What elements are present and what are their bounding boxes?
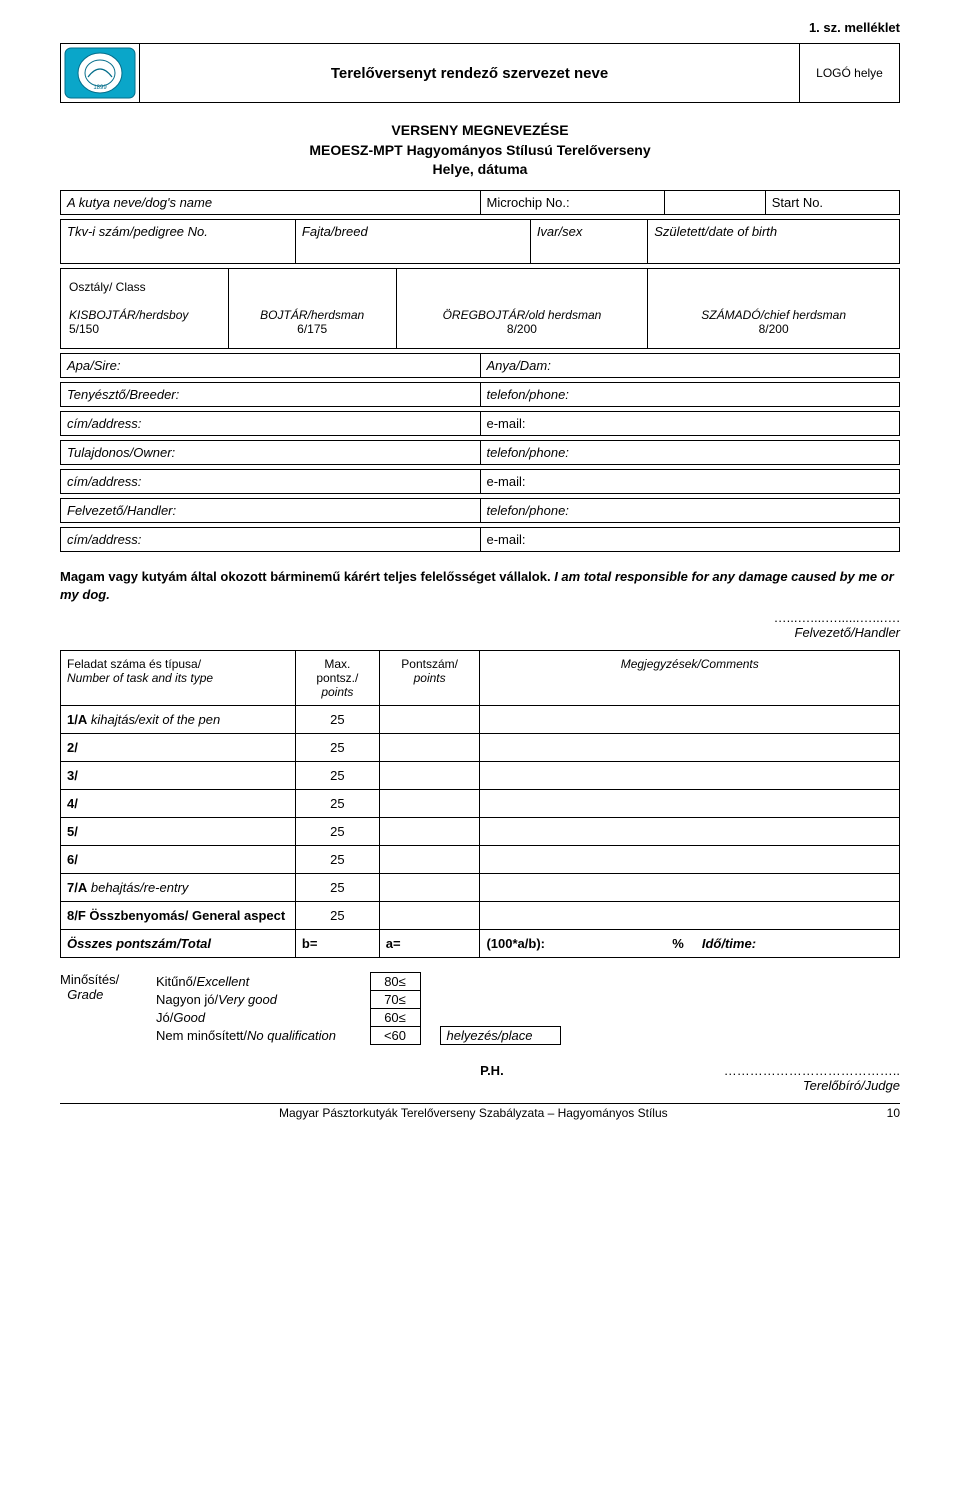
th-max-a: Max. xyxy=(324,657,350,671)
dob-label: Született/date of birth xyxy=(654,224,777,239)
table-row: 1/A kihajtás/exit of the pen25 xyxy=(61,706,900,734)
grade-table: Kitűnő/Excellent80≤Nagyon jó/Very good70… xyxy=(150,972,561,1045)
total-row: Összes pontszám/Total b= a= (100*a/b): %… xyxy=(61,930,900,958)
table-row: 4/ 25 xyxy=(61,790,900,818)
total-label: Összes pontszám/Total xyxy=(67,936,211,951)
judge-label: Terelőbíró/Judge xyxy=(803,1078,900,1093)
microchip-label: Microchip No.: xyxy=(480,190,665,214)
handler-label: Felvezető/Handler: xyxy=(61,498,481,522)
handler-row: Felvezető/Handler:telefon/phone: xyxy=(60,498,900,523)
owner-addr-row: cím/address:e-mail: xyxy=(60,469,900,494)
header-bar: 1899 Terelőversenyt rendező szervezet ne… xyxy=(60,43,900,103)
dog-row: A kutya neve/dog's name Microchip No.: S… xyxy=(60,190,900,215)
table-row: 3/ 25 xyxy=(61,762,900,790)
grade-label1: Minősítés/ xyxy=(60,972,119,987)
sex-label: Ivar/sex xyxy=(537,224,583,239)
judge-dots: ………………………………….. xyxy=(724,1063,900,1078)
sire-label: Apa/Sire: xyxy=(61,353,481,377)
class-c3b: 8/200 xyxy=(507,322,537,336)
page-number: 10 xyxy=(887,1106,900,1120)
breed-row: Tkv-i szám/pedigree No. Fajta/breed Ivar… xyxy=(60,219,900,264)
grade-row: Kitűnő/Excellent80≤ xyxy=(150,973,560,991)
breeder-addr: cím/address: xyxy=(61,411,481,435)
grade-row: Nem minősített/No qualification<60helyez… xyxy=(150,1027,560,1045)
total-b: b= xyxy=(295,930,379,958)
class-c1a: KISBOJTÁR/herdsboy xyxy=(69,308,188,322)
sig-handler-label: Felvezető/Handler xyxy=(795,625,901,640)
ph-label: P.H. xyxy=(260,1063,724,1093)
owner-email: e-mail: xyxy=(480,469,900,493)
handler-phone: telefon/phone: xyxy=(480,498,900,522)
footer-row: P.H. ………………………………….. Terelőbíró/Judge xyxy=(60,1063,900,1093)
grade-block: Minősítés/ Grade Kitűnő/Excellent80≤Nagy… xyxy=(60,972,900,1045)
heading-l3: Helye, dátuma xyxy=(60,160,900,180)
total-pct: % xyxy=(672,936,684,951)
table-row: 2/ 25 xyxy=(61,734,900,762)
table-row: 7/A behajtás/re-entry25 xyxy=(61,874,900,902)
heading-l1: VERSENY MEGNEVEZÉSE xyxy=(60,121,900,141)
handler-addr: cím/address: xyxy=(61,527,481,551)
svg-text:1899: 1899 xyxy=(93,85,107,91)
tasks-table: Feladat száma és típusa/ Number of task … xyxy=(60,650,900,958)
th-pts-b: points xyxy=(414,671,446,685)
dog-name-label: A kutya neve/dog's name xyxy=(67,195,212,210)
owner-addr: cím/address: xyxy=(61,469,481,493)
startno-label: Start No. xyxy=(765,190,899,214)
pedigree-label: Tkv-i szám/pedigree No. xyxy=(67,224,208,239)
attachment-label: 1. sz. melléklet xyxy=(60,20,900,35)
grade-row: Jó/Good60≤ xyxy=(150,1009,560,1027)
breeder-email: e-mail: xyxy=(480,411,900,435)
page-footer: Magyar Pásztorkutyák Terelőverseny Szabá… xyxy=(60,1103,900,1120)
th-max-c: points xyxy=(321,685,353,699)
breeder-addr-row: cím/address:e-mail: xyxy=(60,411,900,436)
breeder-phone: telefon/phone: xyxy=(480,382,900,406)
breed-label: Fajta/breed xyxy=(302,224,368,239)
sig-dots: …...…....…......…...…. xyxy=(774,610,900,625)
class-c1b: 5/150 xyxy=(69,322,99,336)
table-row: 6/ 25 xyxy=(61,846,900,874)
class-c3a: ÖREGBOJTÁR/old herdsman xyxy=(443,308,602,322)
dam-label: Anya/Dam: xyxy=(480,353,900,377)
statement-bold: Magam vagy kutyám által okozott bárminem… xyxy=(60,569,551,584)
table-row: 5/ 25 xyxy=(61,818,900,846)
th-task-a: Feladat száma és típusa/ xyxy=(67,657,201,671)
main-heading: VERSENY MEGNEVEZÉSE MEOESZ-MPT Hagyomány… xyxy=(60,121,900,180)
class-c2b: 6/175 xyxy=(297,322,327,336)
org-title: Terelőversenyt rendező szervezet neve xyxy=(140,43,800,103)
responsibility-statement: Magam vagy kutyám által okozott bárminem… xyxy=(60,568,900,604)
owner-row: Tulajdonos/Owner:telefon/phone: xyxy=(60,440,900,465)
th-comments: Megjegyzések/Comments xyxy=(621,657,759,671)
owner-label: Tulajdonos/Owner: xyxy=(61,440,481,464)
th-pts-a: Pontszám/ xyxy=(401,657,458,671)
grade-label2: Grade xyxy=(67,987,103,1002)
logo-right-placeholder: LOGÓ helye xyxy=(800,43,900,103)
class-label: Osztály/ Class xyxy=(69,280,146,294)
class-c4b: 8/200 xyxy=(759,322,789,336)
grade-row: Nagyon jó/Very good70≤ xyxy=(150,991,560,1009)
heading-l2: MEOESZ-MPT Hagyományos Stílusú Terelőver… xyxy=(60,141,900,161)
microchip-value[interactable] xyxy=(665,190,766,214)
table-row: 8/F Összbenyomás/ General aspect 25 xyxy=(61,902,900,930)
th-max-b: pontsz./ xyxy=(316,671,358,685)
total-time: Idő/time: xyxy=(702,936,756,951)
breeder-row: Tenyésztő/Breeder:telefon/phone: xyxy=(60,382,900,407)
handler-addr-row: cím/address:e-mail: xyxy=(60,527,900,552)
th-task-b: Number of task and its type xyxy=(67,671,213,685)
sire-dam-row: Apa/Sire:Anya/Dam: xyxy=(60,353,900,378)
total-ratio: (100*a/b): xyxy=(486,936,545,951)
class-c4a: SZÁMADÓ/chief herdsman xyxy=(701,308,846,322)
total-a: a= xyxy=(379,930,480,958)
breeder-label: Tenyésztő/Breeder: xyxy=(61,382,481,406)
footer-text: Magyar Pásztorkutyák Terelőverseny Szabá… xyxy=(60,1106,887,1120)
class-c2a: BOJTÁR/herdsman xyxy=(260,308,364,322)
logo-left: 1899 xyxy=(60,43,140,103)
class-row: Osztály/ Class KISBOJTÁR/herdsboy 5/150 … xyxy=(60,268,900,349)
signature-line: …...…....…......…...…. Felvezető/Handler xyxy=(60,610,900,640)
emblem-icon: 1899 xyxy=(64,47,136,99)
owner-phone: telefon/phone: xyxy=(480,440,900,464)
handler-email: e-mail: xyxy=(480,527,900,551)
